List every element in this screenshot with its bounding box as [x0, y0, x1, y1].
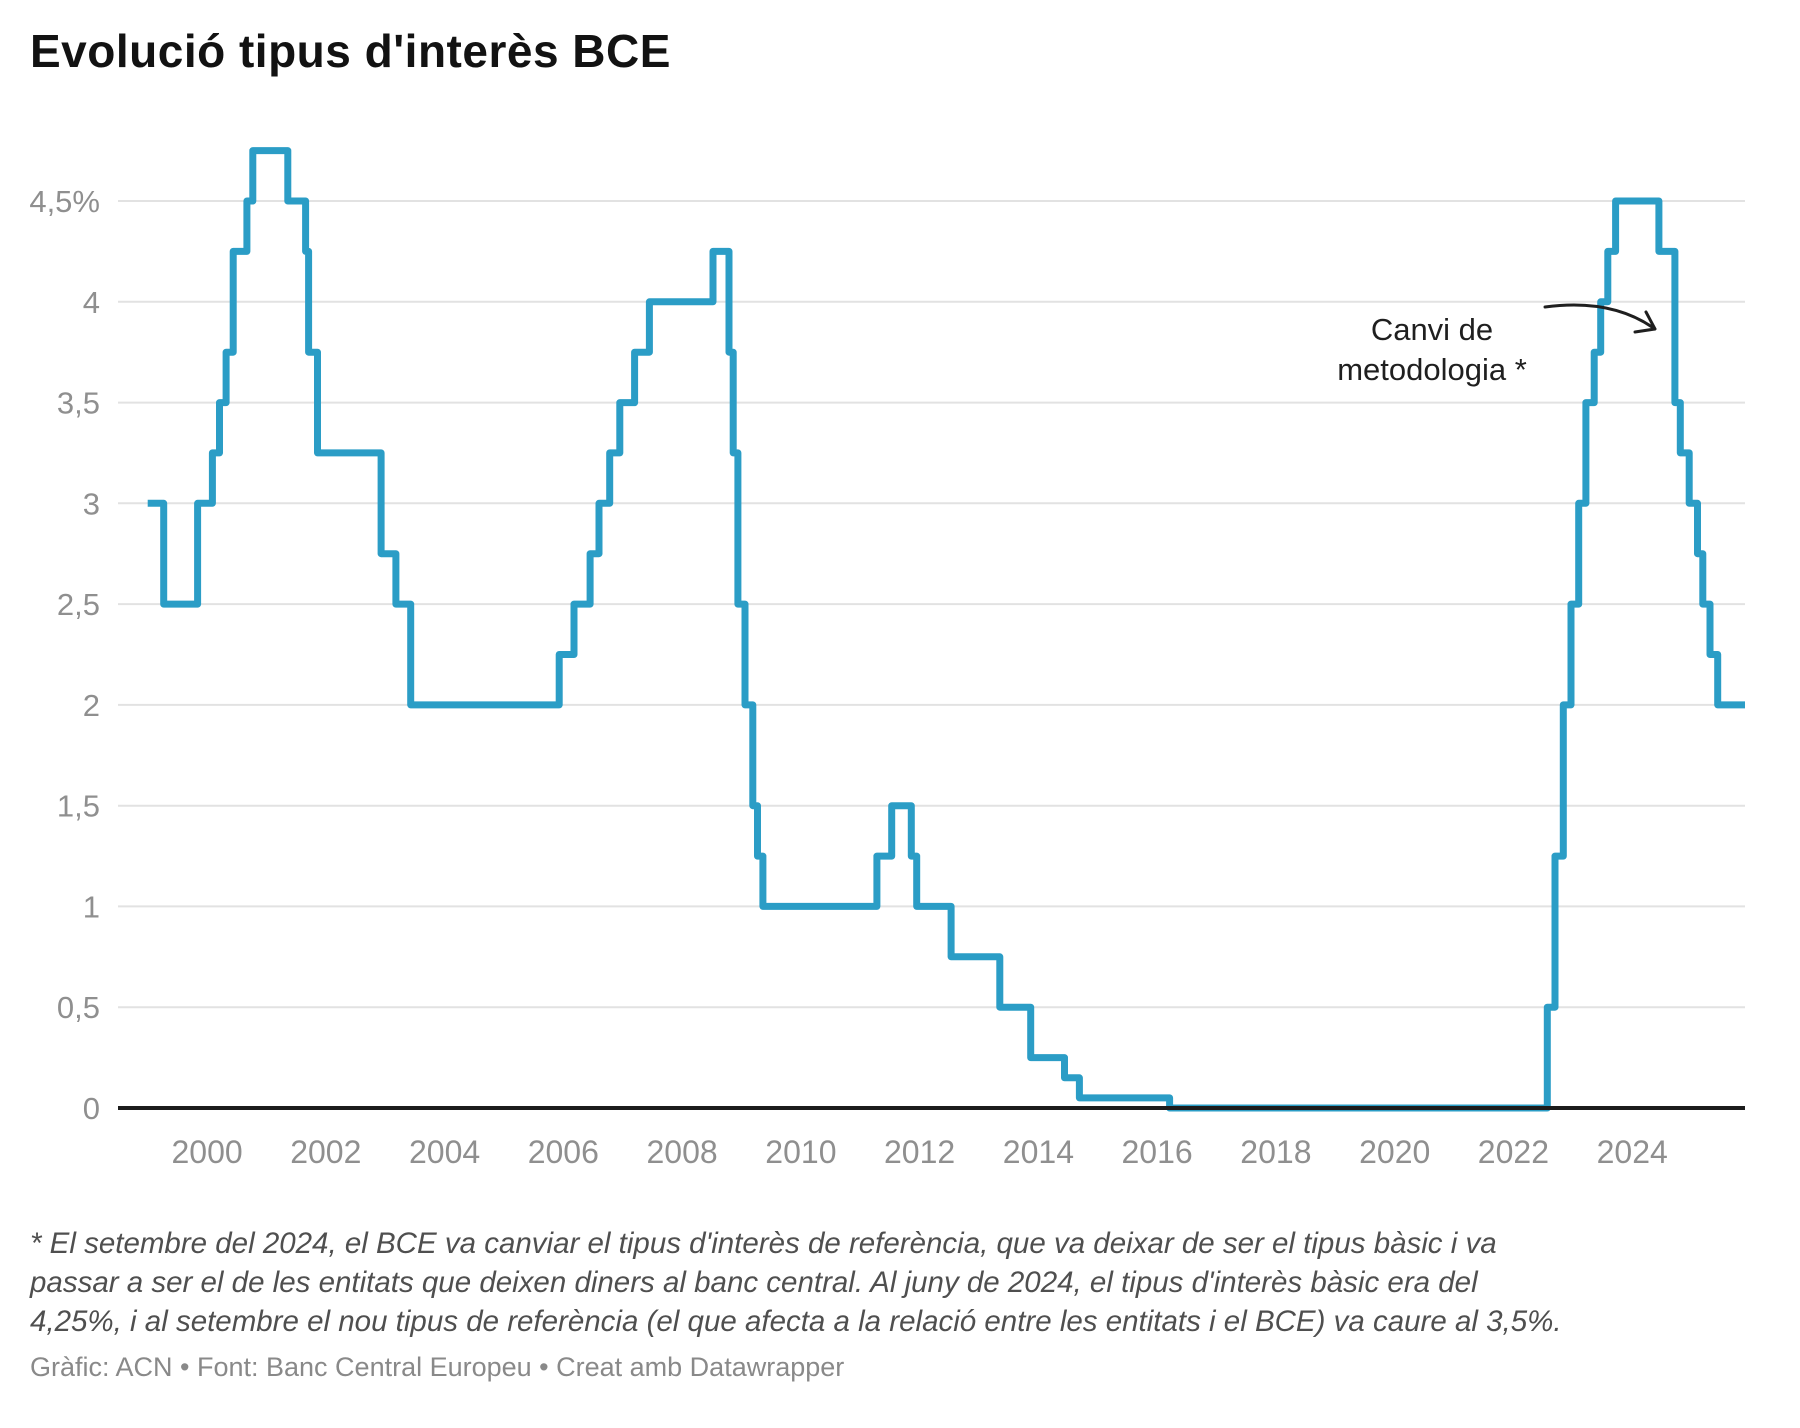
x-tick-label: 2014	[1003, 1134, 1074, 1170]
x-tick-label: 2022	[1478, 1134, 1549, 1170]
y-tick-label: 1	[83, 889, 100, 924]
annotation-canvi-de-metodologia: Canvi de metodologia *	[1282, 310, 1582, 390]
y-tick-label: 4,5%	[29, 184, 100, 219]
footnote-line: 4,25%, i al setembre el nou tipus de ref…	[30, 1305, 1562, 1338]
x-tick-label: 2000	[172, 1134, 243, 1170]
credit-line: Gràfic: ACN • Font: Banc Central Europeu…	[30, 1352, 845, 1382]
annotation-line-2: metodologia *	[1337, 352, 1527, 387]
x-tick-label: 2016	[1122, 1134, 1193, 1170]
rate-line	[147, 147, 1745, 1112]
x-tick-label: 2008	[647, 1134, 718, 1170]
y-tick-label: 3,5	[57, 386, 100, 421]
annotation-line-1: Canvi de	[1370, 312, 1494, 347]
footnote-line: * El setembre del 2024, el BCE va canvia…	[30, 1227, 1497, 1260]
x-tick-label: 2010	[765, 1134, 836, 1170]
y-tick-label: 2,5	[57, 587, 100, 622]
footnote-line: passar a ser el de les entitats que deix…	[30, 1266, 1478, 1299]
y-tick-label: 3	[83, 486, 100, 521]
y-tick-label: 0	[83, 1091, 100, 1126]
y-tick-label: 1,5	[57, 789, 100, 824]
x-tick-label: 2024	[1597, 1134, 1668, 1170]
footnote: * El setembre del 2024, el BCE va canvia…	[30, 1224, 1785, 1341]
x-tick-label: 2018	[1240, 1134, 1311, 1170]
x-tick-label: 2020	[1359, 1134, 1430, 1170]
y-tick-label: 2	[83, 688, 100, 723]
y-tick-label: 4	[83, 285, 100, 320]
x-tick-label: 2006	[528, 1134, 599, 1170]
x-tick-label: 2004	[409, 1134, 480, 1170]
x-tick-label: 2002	[290, 1134, 361, 1170]
y-tick-label: 0,5	[57, 990, 100, 1025]
x-tick-label: 2012	[884, 1134, 955, 1170]
chart-title: Evolució tipus d'interès BCE	[30, 25, 671, 77]
annotation-arrow-icon	[1543, 303, 1657, 334]
